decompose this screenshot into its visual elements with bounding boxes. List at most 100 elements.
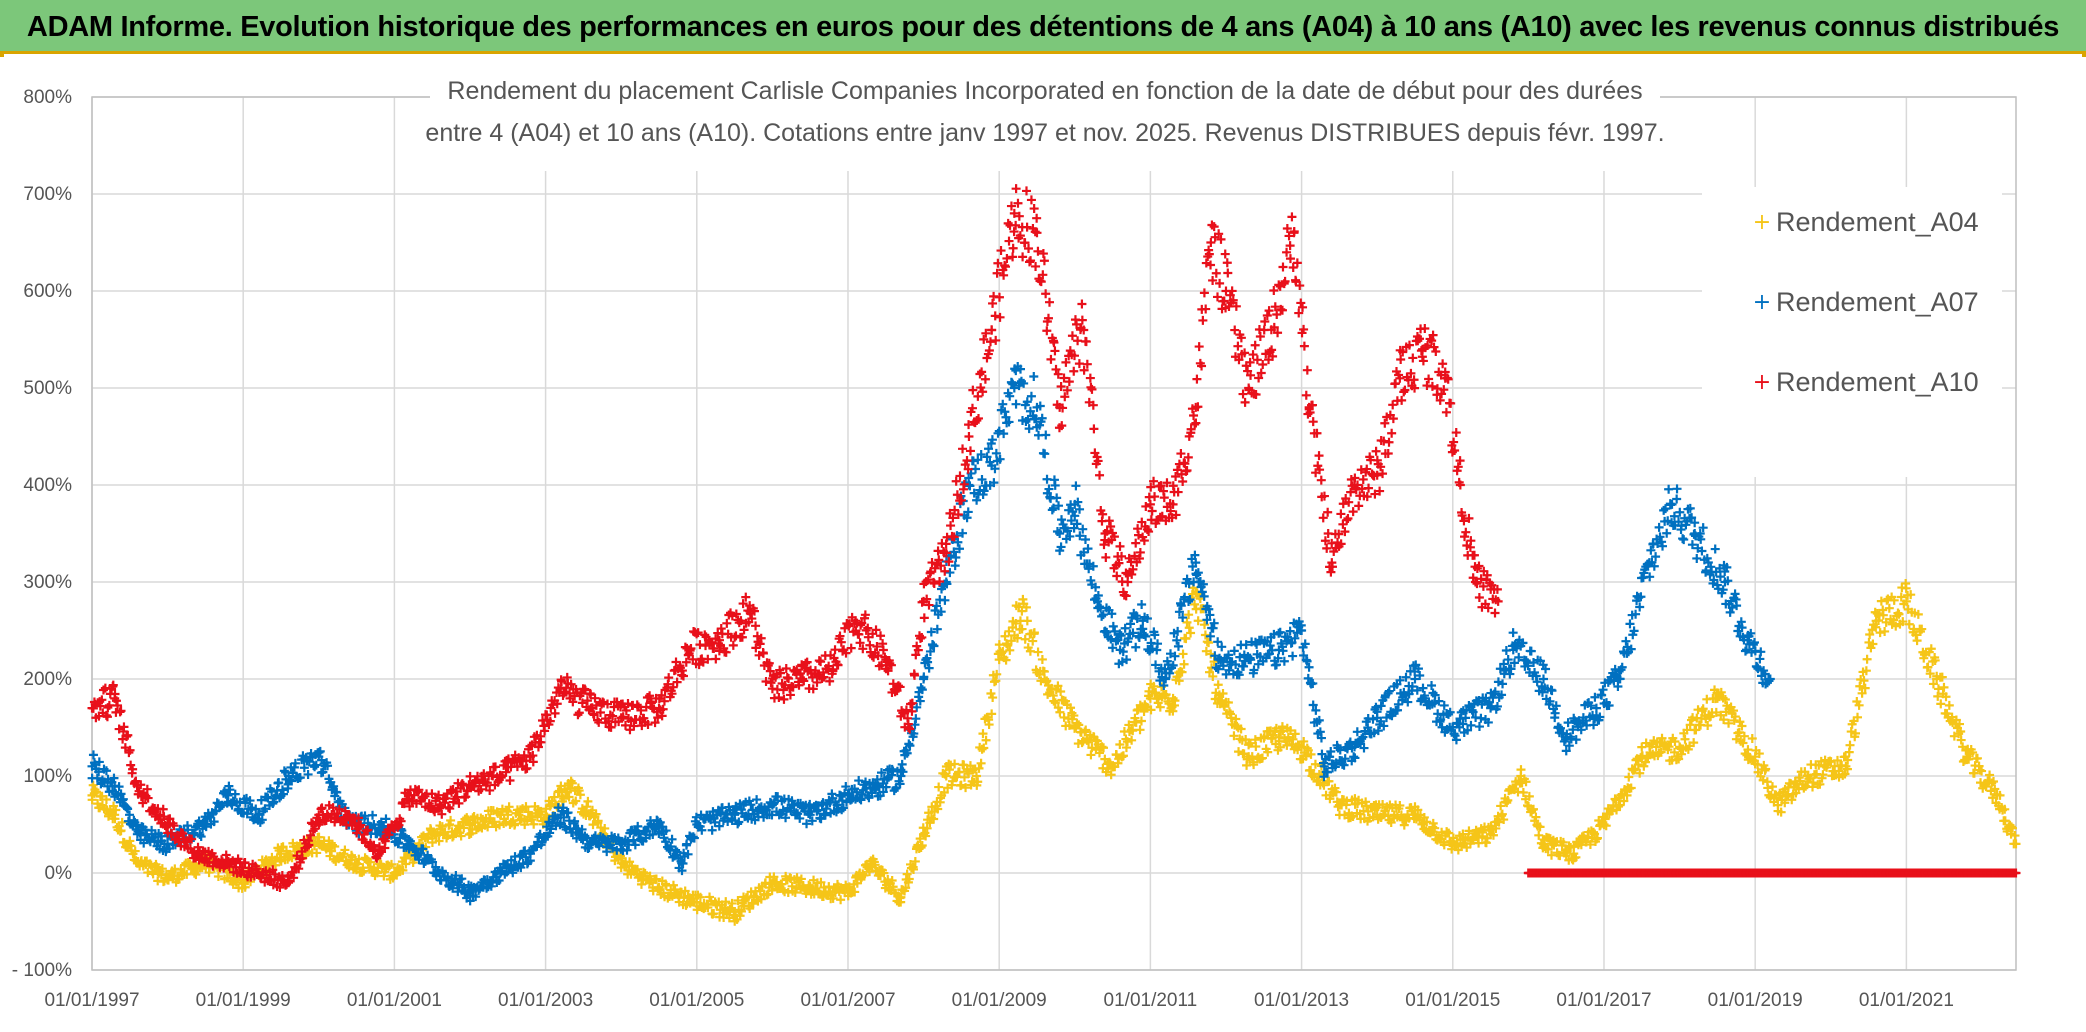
data-point [1930,655,1940,665]
data-point [117,817,127,827]
data-point [1737,721,1747,731]
data-point [1941,692,1951,702]
data-point [1146,705,1156,715]
data-point [1223,697,1233,707]
data-point [836,895,846,905]
data-point [1478,827,1488,837]
data-point [1131,717,1141,727]
data-point [1880,626,1890,636]
data-point [1875,628,1885,638]
data-point [1186,628,1196,638]
data-point [904,874,914,884]
data-point [1049,696,1059,706]
data-point [1626,783,1636,793]
data-point [1055,707,1065,717]
data-point [952,772,962,782]
data-point [668,880,678,890]
data-point [1288,734,1298,744]
data-point [790,888,800,898]
data-point [1002,639,1012,649]
data-point [483,822,493,832]
data-point [459,823,469,833]
data-point [271,860,281,870]
data-point [1743,745,1753,755]
data-point [1635,768,1645,778]
data-point [950,759,960,769]
data-point [1767,782,1777,792]
data-point [1241,734,1251,744]
data-point [571,796,581,806]
data-point [1543,844,1553,854]
data-point [1739,731,1749,741]
data-point [1017,624,1027,634]
data-point [922,823,932,833]
data-point [1956,735,1966,745]
data-point [1528,804,1538,814]
x-tick-label: 01/01/1999 [196,990,291,1011]
data-point [446,815,456,825]
data-point [1670,737,1680,747]
data-point [778,885,788,895]
data-point [1898,617,1908,627]
data-point [1716,687,1726,697]
data-point [521,802,531,812]
data-point [735,911,745,921]
data-point [721,897,731,907]
data-point [1853,712,1863,722]
data-point [1689,738,1699,748]
data-point [1521,777,1531,787]
data-point [1845,740,1855,750]
data-point [504,802,514,812]
data-point [574,786,584,796]
data-point [1011,618,1021,628]
data-point [111,805,121,815]
data-point [1524,791,1534,801]
data-point [1904,619,1914,629]
data-point [1585,840,1595,850]
data-point [1249,760,1259,770]
data-point [1003,640,1013,650]
chart: - 100%0%100%200%300%400%500%600%700%800%… [0,57,2086,1032]
data-point [1691,725,1701,735]
data-point [1719,715,1729,725]
data-point [1444,828,1454,838]
x-tick-label: 01/01/2007 [800,990,895,1011]
data-point [1084,737,1094,747]
y-tick-label: 600% [23,281,72,302]
data-point [1734,727,1744,737]
data-point [1496,801,1506,811]
data-point [1720,695,1730,705]
data-point [1399,820,1409,830]
data-point [1926,644,1936,654]
data-point [767,885,777,895]
data-point [1657,733,1667,743]
data-point [1730,712,1740,722]
data-point [583,796,593,806]
data-point [1033,647,1043,657]
axes: - 100%0%100%200%300%400%500%600%700%800%… [12,87,2017,1011]
data-point [463,815,473,825]
data-point [1193,616,1203,626]
data-point [191,870,201,880]
data-point [1776,807,1786,817]
data-point [1911,630,1921,640]
data-point [1135,725,1145,735]
data-point [636,879,646,889]
data-point [1854,700,1864,710]
data-point [978,729,988,739]
x-tick-label: 01/01/2003 [498,990,593,1011]
data-point [1468,835,1478,845]
data-point [437,822,447,832]
data-point [1324,776,1334,786]
data-point [1310,759,1320,769]
data-point [564,792,574,802]
data-point [1913,609,1923,619]
data-point [92,787,102,797]
data-point [1494,817,1504,827]
data-point [1843,755,1853,765]
data-point [1313,775,1323,785]
data-point [1534,830,1544,840]
data-point [1118,751,1128,761]
data-point [1633,760,1643,770]
data-point [1025,646,1035,656]
